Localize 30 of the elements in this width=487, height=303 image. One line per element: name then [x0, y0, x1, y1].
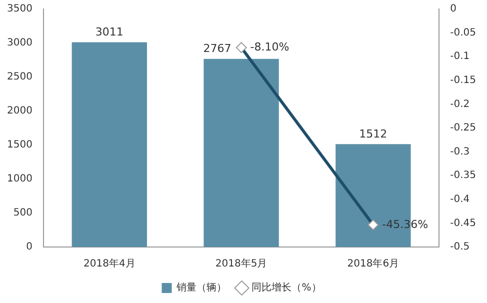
y2-tick-label: -0.35 [450, 170, 476, 182]
x-tick-label: 2018年5月 [215, 258, 268, 270]
y2-tick-label: -0.45 [450, 218, 476, 229]
y-tick-label: 0 [26, 242, 32, 253]
data-label: 3011 [95, 26, 124, 39]
y2-tick-label: -0.25 [450, 122, 476, 134]
x-tick-label: 2018年6月 [347, 258, 400, 270]
y2-tick-label: 0 [450, 4, 456, 15]
x-tick-label: 2018年4月 [83, 258, 136, 270]
y-tick-label: 2000 [6, 106, 32, 117]
y-tick-label: 3000 [6, 38, 32, 49]
data-label: -8.10% [250, 40, 290, 54]
y2-tick-label: -0.3 [450, 146, 470, 158]
y2-tick-label: -0.5 [450, 242, 470, 253]
data-label: 1512 [359, 128, 388, 141]
bar [204, 58, 279, 247]
y-tick-label: 3500 [6, 4, 32, 15]
y-tick-label: 1000 [6, 174, 32, 185]
bar [72, 42, 147, 247]
y2-tick-label: -0.15 [450, 74, 476, 86]
y2-tick-label: -0.1 [450, 51, 470, 62]
y-tick-label: 500 [13, 208, 32, 219]
y-tick-label: 2500 [6, 72, 32, 83]
data-label: 2767 [203, 42, 232, 56]
y2-tick-label: -0.2 [450, 98, 470, 110]
y2-tick-label: -0.05 [450, 27, 476, 38]
y-tick-label: 1500 [6, 140, 32, 151]
legend-label: 销量（辆） [176, 282, 227, 294]
y2-tick-label: -0.4 [450, 194, 470, 205]
legend-label: 同比增长（%） [252, 282, 322, 294]
